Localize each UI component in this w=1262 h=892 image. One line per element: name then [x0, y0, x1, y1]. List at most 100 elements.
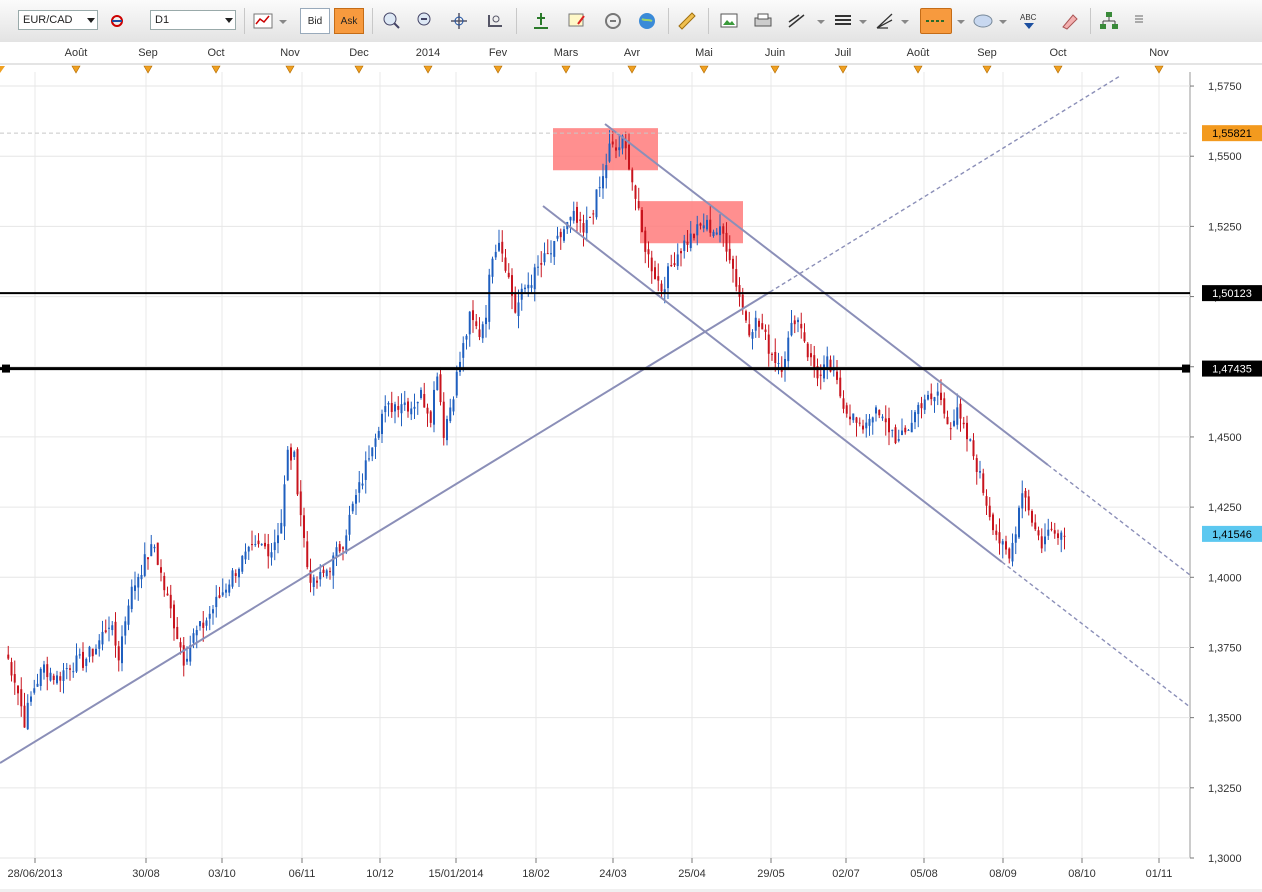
candle-body	[735, 269, 738, 287]
candle-body	[1014, 534, 1017, 543]
x-tick-label: 25/04	[678, 868, 706, 880]
lines-tool-icon[interactable]	[832, 10, 854, 32]
candle-body	[186, 658, 188, 662]
candle-body	[488, 274, 491, 322]
candle-body	[52, 675, 55, 680]
candle-body	[689, 233, 692, 249]
price-chart[interactable]: 1,57501,55001,52501,50001,47501,45001,42…	[0, 42, 1262, 889]
candle-body	[69, 668, 71, 670]
crosshair-icon[interactable]	[448, 10, 470, 32]
candle-body	[429, 411, 432, 423]
candle-body	[849, 416, 851, 420]
dropdown-icon[interactable]	[956, 10, 966, 32]
print-icon[interactable]	[752, 10, 774, 32]
autoscroll-icon[interactable]	[484, 10, 506, 32]
candle-body	[839, 377, 842, 397]
x-tick-label: 02/07	[832, 868, 860, 880]
timeframe-select-value: D1	[155, 14, 170, 26]
candle-body	[634, 185, 637, 199]
candle-body	[660, 283, 663, 292]
shape-icon[interactable]	[972, 10, 994, 32]
symbol-select-value: EUR/CAD	[23, 14, 73, 26]
candle-body	[605, 165, 608, 179]
candle-body	[816, 366, 819, 379]
candle-body	[745, 311, 747, 321]
candle-body	[767, 334, 770, 354]
candle-body	[355, 495, 357, 504]
candle-body	[699, 223, 702, 226]
dropdown-icon[interactable]	[816, 10, 826, 32]
candle-body	[910, 422, 913, 433]
dropdown-icon[interactable]	[278, 10, 288, 32]
level-icon[interactable]	[530, 10, 552, 32]
candle-body	[121, 636, 123, 664]
candle-body	[231, 570, 234, 587]
y-tick-label: 1,4000	[1208, 572, 1242, 584]
candle-body	[852, 413, 855, 421]
candle-body	[46, 664, 49, 678]
notes-icon[interactable]	[566, 10, 588, 32]
dropdown-icon[interactable]	[900, 10, 910, 32]
ruler-icon[interactable]	[676, 10, 698, 32]
globe-icon[interactable]	[636, 10, 658, 32]
candle-body	[416, 401, 419, 404]
candle-body	[381, 413, 383, 434]
candle-body	[108, 627, 110, 629]
indicator-icon[interactable]	[252, 10, 274, 32]
trendline-tool-icon[interactable]	[786, 10, 808, 32]
candle-body	[715, 232, 718, 235]
candle-body	[182, 645, 185, 666]
fibonacci-icon[interactable]	[874, 10, 896, 32]
candle-body	[712, 231, 715, 237]
timeframe-select[interactable]: D1	[150, 10, 236, 30]
candle-body	[800, 323, 803, 329]
candle-body	[507, 272, 510, 278]
month-marker	[982, 65, 992, 74]
month-marker	[211, 65, 221, 74]
eraser-icon[interactable]	[1058, 10, 1080, 32]
link-icon[interactable]	[602, 10, 624, 32]
candle-body	[514, 292, 517, 313]
chart-area[interactable]: 1,57501,55001,52501,50001,47501,45001,42…	[0, 42, 1262, 889]
screenshot-icon[interactable]	[718, 10, 740, 32]
candle-body	[98, 640, 101, 649]
bid-button[interactable]: Bid	[300, 8, 330, 34]
candle-body	[953, 420, 955, 426]
month-marker	[699, 65, 709, 74]
candle-body	[455, 371, 458, 396]
ask-button[interactable]: Ask	[334, 8, 364, 34]
candle-body	[569, 216, 572, 221]
horizontal-line-icon[interactable]	[920, 8, 952, 34]
candle-body	[218, 595, 221, 598]
month-label: Dec	[349, 47, 369, 59]
candle-body	[546, 253, 549, 255]
candle-body	[403, 402, 406, 405]
month-label: Oct	[207, 47, 224, 59]
month-marker	[838, 65, 848, 74]
x-tick-label: 10/12	[366, 868, 394, 880]
x-tick-label: 28/06/2013	[7, 868, 62, 880]
month-label: Mai	[695, 47, 713, 59]
zoom-out-icon[interactable]	[414, 10, 436, 32]
symbol-select[interactable]: EUR/CAD	[18, 10, 98, 30]
x-tick-label: 03/10	[208, 868, 236, 880]
dropdown-icon[interactable]	[998, 10, 1008, 32]
text-icon[interactable]: ABC	[1018, 10, 1040, 32]
more-icon[interactable]	[1132, 10, 1146, 32]
separator	[372, 8, 373, 34]
candle-body	[1005, 541, 1007, 550]
objects-tree-icon[interactable]	[1098, 10, 1120, 32]
candle-body	[338, 544, 341, 552]
chart-type-icon[interactable]	[108, 10, 130, 32]
candle-body	[855, 417, 858, 423]
candle-body	[683, 240, 686, 252]
x-tick-label: 15/01/2014	[428, 868, 483, 880]
y-tick-label: 1,3250	[1208, 783, 1242, 795]
zoom-in-icon[interactable]	[380, 10, 402, 32]
candle-body	[85, 658, 88, 666]
candle-body	[988, 505, 991, 518]
candle-body	[7, 654, 10, 659]
dropdown-icon[interactable]	[858, 10, 868, 32]
separator	[668, 8, 669, 34]
downtrend-lower-extension	[1001, 561, 1191, 708]
